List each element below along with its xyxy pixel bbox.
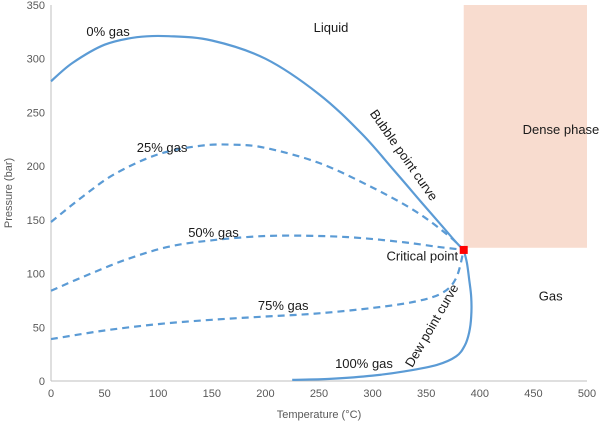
dense-phase-region [463, 5, 587, 248]
annotation-100-gas: 100% gas [335, 356, 393, 371]
series-group [50, 34, 473, 381]
x-tick-label: 50 [98, 388, 110, 400]
annotation-0-gas: 0% gas [86, 24, 130, 39]
x-tick-label: 450 [524, 388, 542, 400]
series-line-75-gas [50, 249, 465, 341]
y-tick-label: 350 [27, 0, 45, 12]
x-tick-label: 250 [310, 388, 328, 400]
y-tick-label: 0 [39, 376, 45, 388]
y-tick-labels: 0 50 100 150 200 250 300 350 [27, 0, 45, 388]
annotation-75-gas: 75% gas [258, 298, 309, 313]
x-tick-label: 100 [149, 388, 167, 400]
x-tick-label: 200 [256, 388, 274, 400]
y-tick-label: 250 [27, 107, 45, 119]
series-line-bubble-point-curve [50, 34, 465, 251]
x-tick-label: 400 [471, 388, 489, 400]
annotation-dew-point-curve: Dew point curve [402, 281, 462, 369]
annotation-25-gas: 25% gas [137, 140, 188, 155]
axes-group [50, 5, 587, 382]
series-line-25-gas [50, 143, 465, 251]
y-tick-label: 200 [27, 161, 45, 173]
y-tick-label: 100 [27, 269, 45, 281]
series-line-dew-point-curve [292, 249, 473, 381]
x-tick-label: 350 [417, 388, 435, 400]
annotation-gas: Gas [539, 288, 563, 303]
annotation-critical-point: Critical point [387, 249, 459, 264]
annotation-liquid: Liquid [314, 20, 349, 35]
x-tick-label: 0 [48, 388, 54, 400]
y-axis-title: Pressure (bar) [3, 158, 15, 228]
x-tick-label: 500 [578, 388, 596, 400]
y-tick-label: 300 [27, 54, 45, 66]
y-tick-label: 150 [27, 215, 45, 227]
x-tick-label: 300 [363, 388, 381, 400]
annotation-bubble-point-curve: Bubble point curve [367, 107, 441, 204]
series-line-50-gas [50, 234, 464, 292]
y-tick-label: 50 [33, 322, 45, 334]
annotation-dense-phase: Dense phase [523, 122, 600, 137]
x-tick-labels: 0 50 100 150 200 250 300 350 400 450 500 [48, 388, 596, 400]
critical-point-marker [459, 245, 468, 254]
x-axis-title: Temperature (°C) [277, 409, 361, 421]
annotation-50-gas: 50% gas [188, 225, 239, 240]
x-tick-label: 150 [203, 388, 221, 400]
